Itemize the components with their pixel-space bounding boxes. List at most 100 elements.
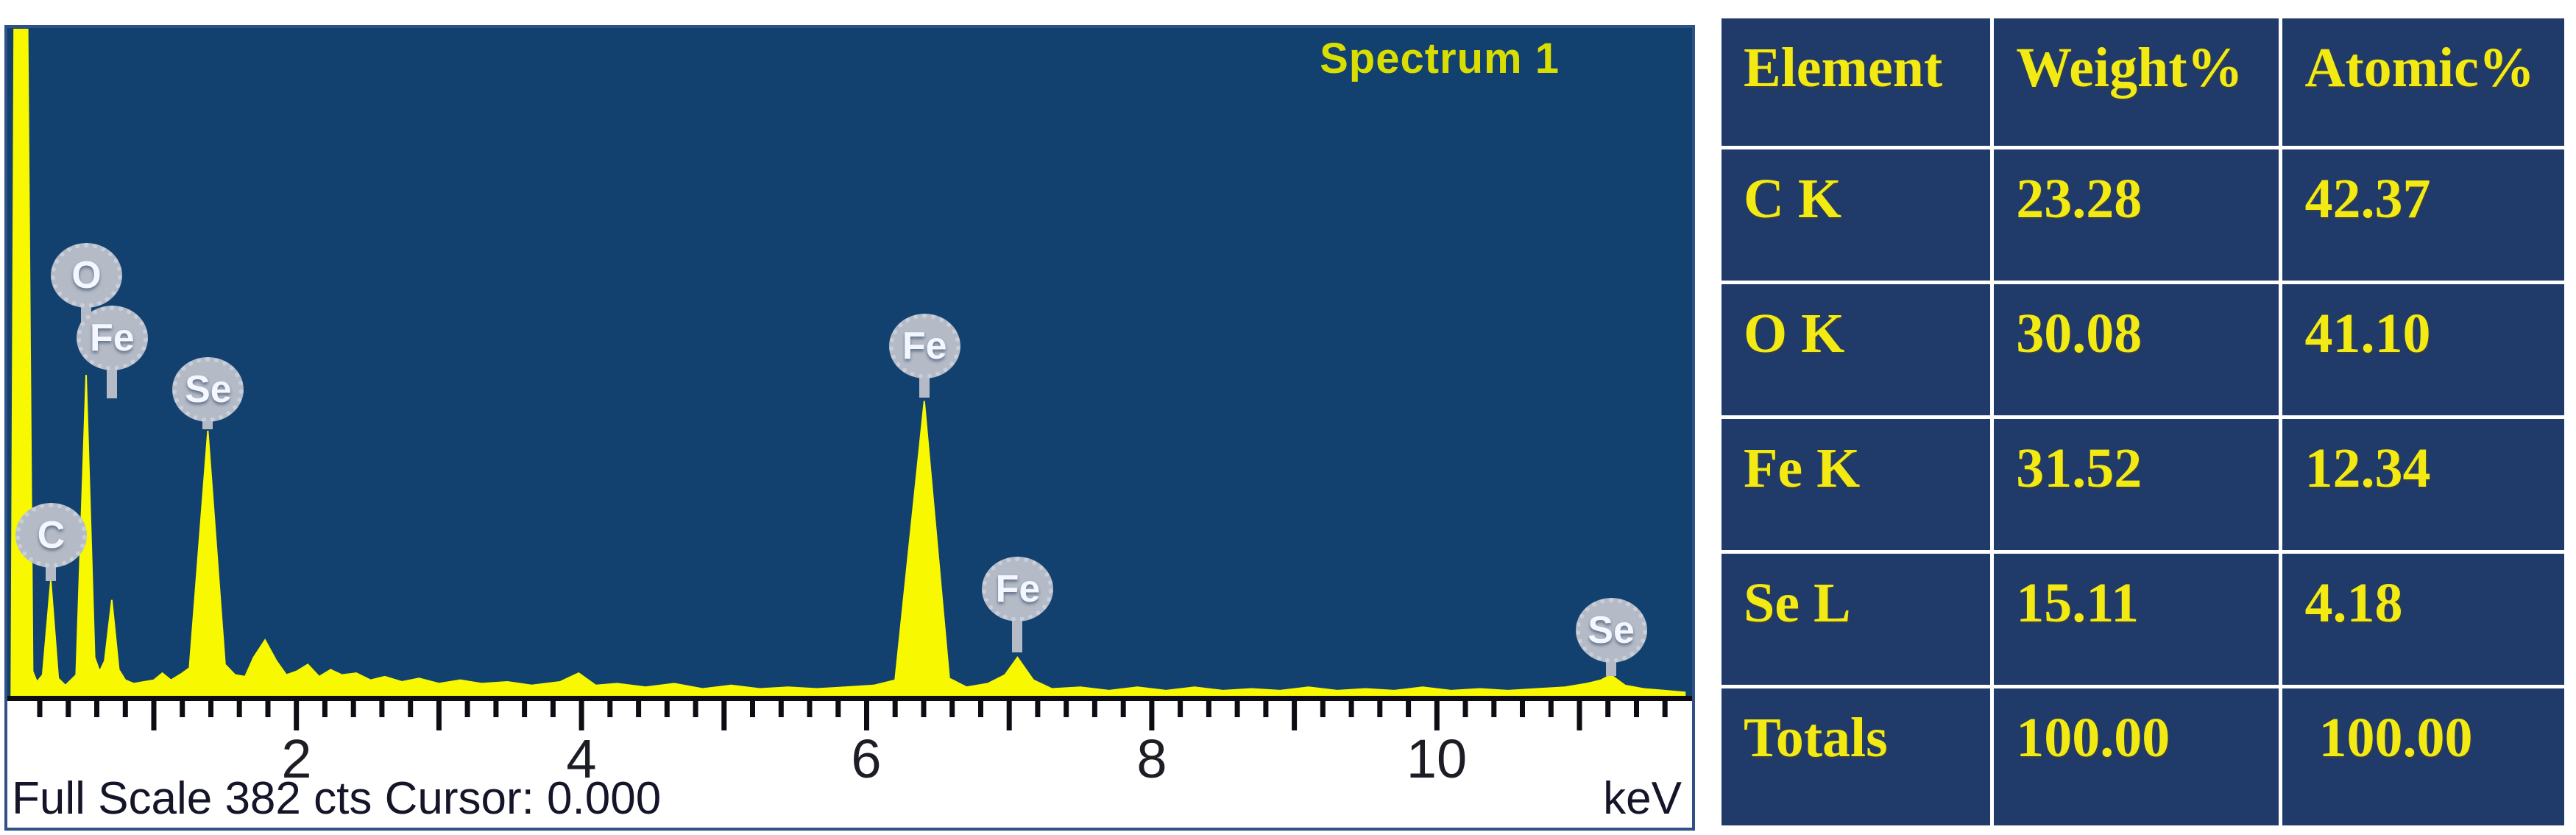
cell-weight: 23.28 [1990,146,2283,284]
spectrum-panel-inner: Spectrum 1 2 4 6 8 10 C O Fe Se Fe Fe Se Full Scal… [7,28,1692,828]
axis-tick [37,701,43,717]
x-tick-label-10: 10 [1406,728,1468,789]
axis-tick [464,701,470,717]
cell-weight: 15.11 [1990,550,2283,688]
axis-tick [151,701,157,730]
axis-tick [1263,701,1269,717]
axis-tick [1577,701,1582,730]
axis-tick [750,701,755,717]
axis-tick [379,701,385,717]
element-badge-se: Se [1575,598,1647,663]
axis-tick [436,701,442,730]
axis-tick [1120,701,1126,717]
axis-tick [721,701,727,730]
axis-tick [265,701,271,717]
axis-tick [236,701,242,717]
badge-stem [106,364,117,398]
axis-tick [636,701,642,717]
table-row: Se L 15.11 4.18 [1717,550,2568,688]
axis-tick [122,701,128,717]
axis-tick [1178,701,1183,717]
axis-tick [1035,701,1041,717]
table-row: C K 23.28 42.37 [1717,146,2568,284]
axis-tick [408,701,414,717]
axis-tick [607,701,613,717]
axis-tick [1234,701,1240,717]
spectrum-title-label: Spectrum 1 [1320,35,1560,82]
axis-tick [778,701,784,717]
axis-tick [350,701,356,717]
axis-tick [1662,701,1668,717]
axis-tick [1348,701,1354,717]
axis-tick [978,701,983,717]
axis-tick [864,701,869,730]
element-badge-fe: Fe [888,314,960,378]
axis-tick [1434,701,1440,730]
axis-tick [1548,701,1554,717]
axis-tick [550,701,556,717]
cell-element: Fe K [1717,415,1995,554]
composition-table: Element Weight% Atomic% C K 23.28 42.37 … [1717,15,2568,829]
table-header-row: Element Weight% Atomic% [1717,15,2568,149]
axis-tick [892,701,898,717]
axis-tick [1520,701,1525,717]
table-row: Fe K 31.52 12.34 [1717,415,2568,554]
axis-tick [1605,701,1611,717]
axis-tick [522,701,528,717]
cell-element: Se L [1717,550,1995,688]
axis-tick [1377,701,1383,717]
axis-tick [835,701,841,717]
element-badge-label: Fe [902,325,947,367]
axis-tick [1149,701,1155,730]
cell-weight: 31.52 [1990,415,2283,554]
table-row: O K 30.08 41.10 [1717,281,2568,419]
plot-background [7,28,1692,697]
eds-spectrum-chart [7,28,1692,730]
element-badge-label: Se [185,368,232,411]
cell-element: O K [1717,281,1995,419]
element-badge-fe: Fe [76,306,148,370]
table-totals-row: Totals 100.00 100.00 [1717,685,2568,829]
axis-tick [1634,701,1639,717]
axis-tick [94,701,99,717]
axis-tick [1462,701,1468,717]
element-badge-c: C [15,503,87,568]
axis-tick [1406,701,1412,717]
axis-tick [322,701,328,717]
header-weight-percent: Weight% [1990,15,2283,149]
axis-tick [1292,701,1298,730]
spectrum-panel: Spectrum 1 2 4 6 8 10 C O Fe Se Fe Fe Se Full Scal… [4,25,1695,831]
axis-tick [1091,701,1097,717]
axis-tick [1006,701,1012,730]
cell-atomic: 12.34 [2279,415,2568,554]
element-badge-o: O [50,243,122,308]
full-scale-cursor-label: Full Scale 382 cts Cursor: 0.000 [12,773,662,824]
axis-tick [664,701,670,717]
axis-tick [578,701,584,730]
badge-stem [1012,616,1023,652]
axis-tick [66,701,71,717]
x-tick-label-8: 8 [1136,728,1167,789]
element-badge-label: Se [1588,609,1635,652]
axis-tick [180,701,185,717]
badge-stem [919,373,930,398]
axis-tick [921,701,927,717]
cell-atomic: 42.37 [2279,146,2568,284]
cell-element: Totals [1717,685,1995,829]
element-badge-label: O [71,254,102,297]
axis-tick [807,701,813,717]
axis-tick [1320,701,1326,717]
element-badge-label: C [37,514,66,557]
x-tick-label-4: 4 [566,728,597,789]
x-tick-label-6: 6 [851,728,882,789]
axis-tick [1064,701,1069,717]
x-axis-line [7,696,1692,701]
cell-atomic: 4.18 [2279,550,2568,688]
axis-tick [693,701,698,717]
element-badge-label: Fe [995,568,1041,610]
axis-tick [493,701,499,717]
axis-tick [1491,701,1497,717]
axis-tick [294,701,300,730]
x-tick-label-2: 2 [281,728,312,789]
